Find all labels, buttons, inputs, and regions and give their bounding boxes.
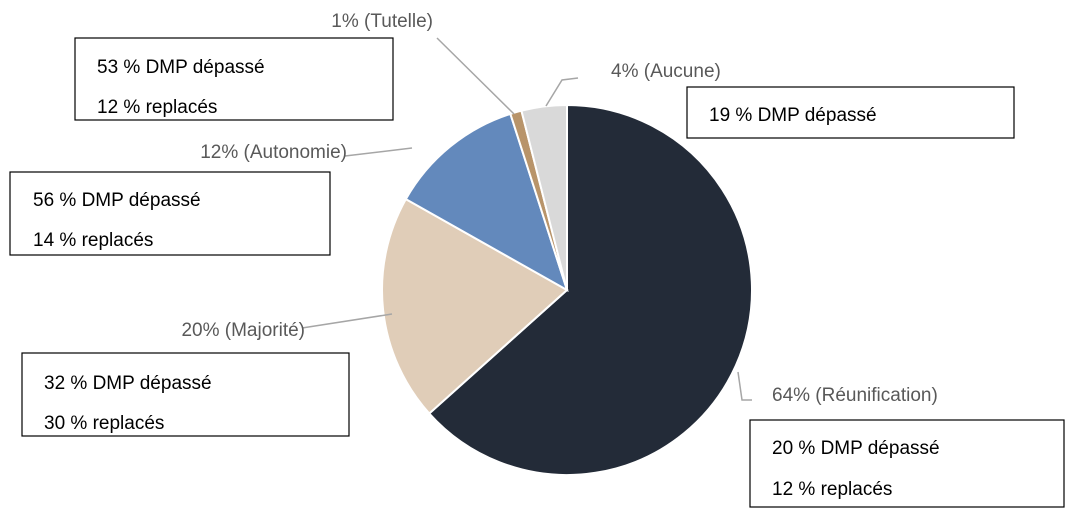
- pie-slice: [520, 103, 568, 291]
- annotation-box: [21, 352, 350, 437]
- annotation-box: [686, 86, 1015, 139]
- data-label: 12% (Autonomie): [200, 142, 347, 163]
- data-label: 64% (Réunification): [772, 385, 938, 406]
- leader-line: [344, 147, 413, 157]
- data-label: 4% (Aucune): [611, 61, 721, 82]
- annotation-box: [749, 419, 1065, 508]
- annotation-text: 53 % DMP dépassé: [97, 57, 265, 78]
- annotation-text: 14 % replacés: [33, 230, 153, 251]
- annotation-text: 19 % DMP dépassé: [709, 105, 877, 126]
- annotation-box: [74, 37, 394, 121]
- leader-line: [301, 313, 393, 329]
- annotation-text: 56 % DMP dépassé: [33, 190, 201, 211]
- pie-slice: [381, 197, 569, 415]
- annotation-text: 12 % replacés: [97, 97, 217, 118]
- annotation-text: 20 % DMP dépassé: [772, 438, 940, 459]
- data-label: 1% (Tutelle): [331, 11, 433, 32]
- annotation-text: 30 % replacés: [44, 413, 164, 434]
- pie-slice: [404, 112, 569, 293]
- annotation-box: [9, 171, 331, 256]
- annotation-text: 32 % DMP dépassé: [44, 373, 212, 394]
- annotation-text: 12 % replacés: [772, 479, 892, 500]
- pie-slice: [427, 103, 753, 476]
- leader-line: [545, 77, 579, 107]
- data-label: 20% (Majorité): [181, 320, 305, 341]
- leader-line: [436, 37, 515, 115]
- leader-line: [737, 371, 752, 401]
